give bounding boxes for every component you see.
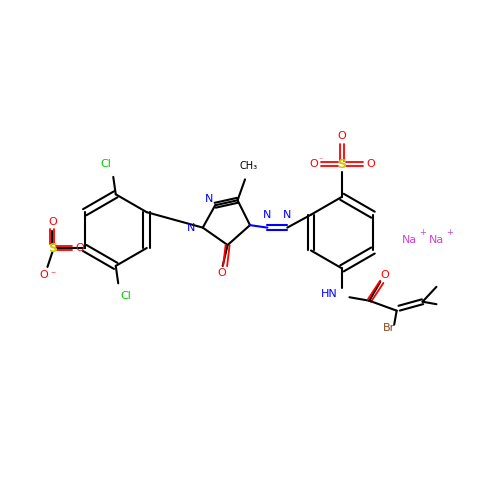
Text: Cl: Cl: [120, 291, 131, 301]
Text: N: N: [263, 210, 272, 220]
Text: S: S: [338, 158, 346, 171]
Text: O: O: [218, 268, 226, 278]
Text: N: N: [283, 210, 292, 220]
Text: O: O: [39, 270, 48, 280]
Text: N: N: [205, 194, 214, 204]
Text: O: O: [338, 131, 346, 141]
Text: O: O: [381, 270, 390, 280]
Text: Br: Br: [383, 323, 396, 333]
Text: O: O: [76, 243, 84, 253]
Text: Cl: Cl: [100, 160, 111, 170]
Text: O: O: [366, 160, 374, 170]
Text: ⁻: ⁻: [50, 270, 55, 280]
Text: Na: Na: [429, 235, 444, 245]
Text: +: +: [446, 228, 454, 237]
Text: N: N: [187, 222, 196, 232]
Text: O: O: [310, 160, 318, 170]
Text: ⁻: ⁻: [318, 155, 323, 164]
Text: CH₃: CH₃: [240, 162, 258, 172]
Text: Na: Na: [402, 235, 416, 245]
Text: HN: HN: [322, 290, 338, 300]
Text: O: O: [48, 217, 57, 227]
Text: S: S: [48, 242, 57, 254]
Text: +: +: [419, 228, 426, 237]
